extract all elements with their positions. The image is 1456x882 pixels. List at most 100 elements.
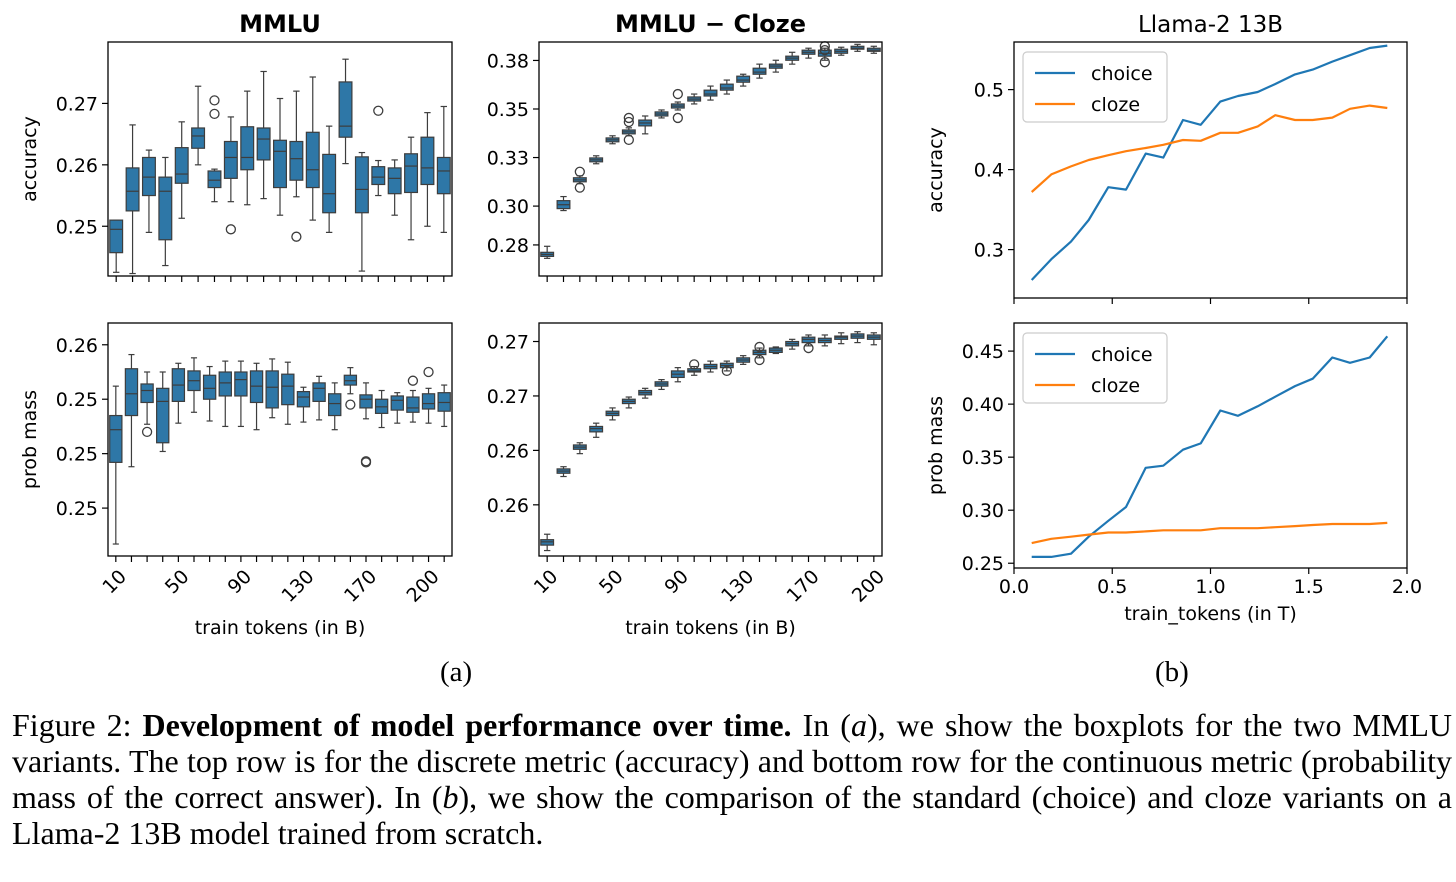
- box-190: [834, 46, 849, 56]
- box-110: [265, 358, 279, 419]
- outlier-0: [345, 399, 356, 410]
- box-70: [638, 115, 653, 135]
- box-190: [404, 136, 419, 241]
- box-60: [187, 357, 201, 413]
- box-body: [736, 75, 751, 83]
- box-120: [719, 360, 734, 377]
- outlier-0: [373, 105, 384, 116]
- x-tick-label-0: 10: [530, 566, 563, 599]
- box-20: [125, 124, 140, 275]
- box-body: [359, 394, 373, 409]
- panel-mmlu-prob-mass: prob mass 0.25 0.25 0.25 0.26 10 50 90 130 170 200…: [19, 322, 453, 639]
- box-body: [265, 370, 279, 409]
- box-160: [785, 338, 800, 350]
- box-body: [719, 83, 734, 91]
- y-tick-label-3: 0.27: [487, 332, 529, 354]
- x-axis-label: train tokens (in B): [195, 617, 366, 639]
- box-100: [249, 362, 264, 431]
- box-210: [436, 105, 451, 233]
- caption-text-1: In (: [791, 707, 851, 743]
- series-line-cloze: [1031, 521, 1388, 545]
- box-10: [540, 533, 555, 552]
- box-220: [437, 384, 451, 428]
- box-30: [572, 166, 587, 193]
- box-90: [234, 360, 248, 428]
- outlier-0: [721, 365, 732, 377]
- caption-text-2: ), we show the boxplots for the two MMLU…: [12, 707, 1453, 815]
- x-tick-label-1: 50: [595, 566, 628, 599]
- box-body: [234, 371, 248, 397]
- box-130: [736, 355, 751, 365]
- box-90: [670, 88, 685, 124]
- x-tick-label-2: 90: [660, 566, 693, 599]
- panel-llama-prob-mass: prob mass 0.25 0.30 0.35 0.40 0.45 0.0 0.5 1.0 1.…: [925, 322, 1422, 625]
- box-body: [354, 156, 369, 214]
- outlier-1: [623, 116, 634, 128]
- box-80: [654, 109, 669, 119]
- box-body: [421, 393, 436, 410]
- box-body: [202, 374, 217, 400]
- box-body: [404, 153, 419, 194]
- y-tick-label-3: 0.35: [487, 99, 529, 121]
- box-body: [273, 139, 287, 189]
- x-tick-label-3: 1.5: [1294, 576, 1324, 598]
- box-150: [768, 346, 783, 355]
- box-90: [670, 367, 685, 383]
- box-160: [354, 151, 369, 272]
- legend-label-choice: choice: [1091, 63, 1153, 85]
- box-body: [240, 126, 255, 171]
- x-tick-label-3: 130: [717, 566, 758, 607]
- box-40: [156, 371, 170, 453]
- box-140: [312, 375, 326, 421]
- outlier-1: [672, 112, 683, 124]
- box-150: [328, 382, 342, 431]
- box-190: [834, 332, 849, 345]
- outlier-0: [623, 112, 634, 124]
- outlier-0: [225, 224, 237, 235]
- box-50: [605, 135, 620, 145]
- x-tick-label-3: 130: [277, 566, 318, 607]
- y-axis-label: accuracy: [925, 127, 947, 213]
- caption-prefix: Figure 2:: [12, 707, 143, 743]
- box-150: [338, 58, 353, 165]
- series-line-cloze: [1030, 104, 1388, 193]
- box-70: [638, 387, 653, 399]
- box-160: [343, 367, 358, 410]
- box-150: [768, 59, 783, 73]
- y-tick-label-4: 0.38: [487, 50, 529, 72]
- box-100: [687, 359, 702, 376]
- sublabel-b: (b): [1155, 656, 1189, 688]
- box-20: [124, 353, 139, 468]
- outlier-0: [689, 359, 700, 370]
- box-60: [621, 396, 636, 409]
- outlier-0: [803, 342, 814, 354]
- box-200: [850, 43, 865, 52]
- box-body: [191, 127, 206, 149]
- outlier-2: [623, 134, 634, 146]
- box-body: [218, 371, 232, 397]
- x-tick-label-1: 0.5: [1097, 576, 1127, 598]
- legend: choice cloze: [1022, 51, 1168, 123]
- box-160: [785, 51, 800, 65]
- plot-frame: [538, 322, 883, 557]
- y-tick-label-0: 0.25: [56, 216, 98, 238]
- box-200: [420, 112, 435, 227]
- box-170: [371, 105, 386, 197]
- box-body: [420, 136, 435, 186]
- box-body: [406, 396, 420, 413]
- box-body: [387, 167, 402, 195]
- box-50: [605, 407, 620, 421]
- y-axis-label: accuracy: [19, 116, 41, 202]
- box-180: [817, 41, 832, 68]
- box-80: [223, 116, 238, 235]
- outlier-0: [672, 88, 683, 100]
- box-body: [703, 89, 718, 97]
- box-body: [312, 382, 326, 402]
- box-40: [158, 156, 173, 267]
- chart-title: MMLU: [239, 10, 321, 38]
- box-180: [387, 159, 402, 216]
- box-170: [359, 382, 373, 468]
- box-140: [752, 63, 767, 79]
- box-60: [191, 85, 206, 166]
- x-tick-label-4: 170: [340, 566, 381, 607]
